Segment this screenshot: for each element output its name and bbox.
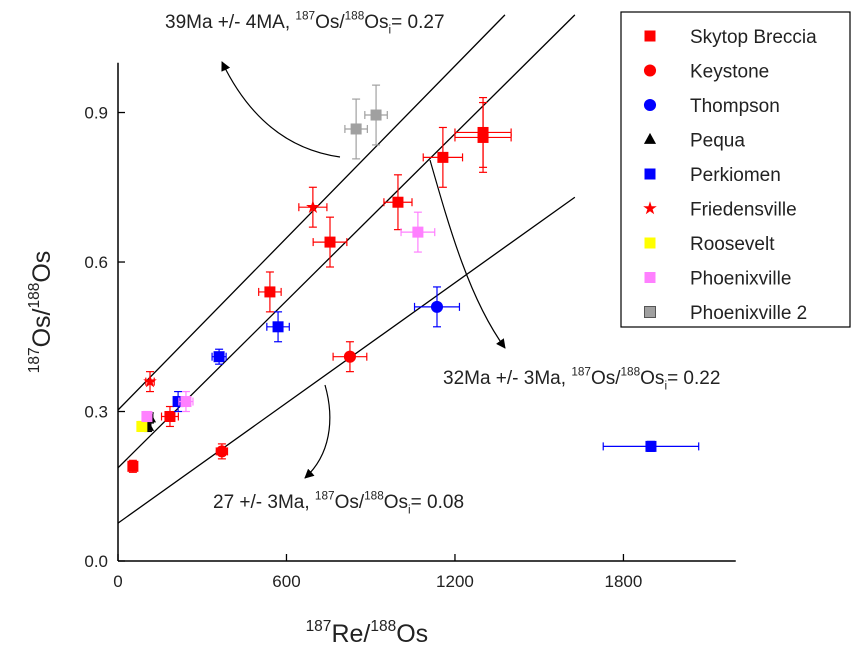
annotation-part: Os/ bbox=[335, 492, 365, 513]
y-axis-label: 187Os/188Os bbox=[26, 251, 56, 374]
annotation-part: 188 bbox=[345, 9, 365, 22]
legend-label: Perkiomen bbox=[690, 165, 781, 186]
annotation-part: 188 bbox=[621, 365, 641, 378]
x-axis-label-part: 188 bbox=[370, 618, 396, 635]
annotation: 39Ma +/- 4MA, 187Os/188Osi= 0.27 bbox=[165, 9, 445, 36]
annotation-part: 27 +/- 3Ma, bbox=[213, 492, 315, 513]
legend-marker bbox=[644, 306, 656, 318]
annotation-part: 187 bbox=[295, 9, 315, 22]
point bbox=[127, 460, 139, 472]
x-tick-label: 600 bbox=[272, 572, 300, 591]
legend-label: Pequa bbox=[690, 131, 745, 152]
legend-marker bbox=[643, 98, 657, 112]
y-tick-label: 0.3 bbox=[84, 403, 108, 422]
point bbox=[213, 351, 225, 363]
x-axis-label: 187Re/188Os bbox=[306, 618, 429, 648]
annotation-part: 187 bbox=[571, 365, 591, 378]
point bbox=[215, 445, 228, 458]
legend-label: Phoenixville 2 bbox=[690, 303, 807, 324]
point bbox=[136, 420, 148, 432]
legend-marker bbox=[644, 237, 656, 249]
point bbox=[172, 396, 184, 408]
isochron-line bbox=[117, 14, 506, 411]
y-axis-label-part: 188 bbox=[26, 283, 43, 309]
x-axis-label-part: Os bbox=[396, 620, 428, 648]
annotation-part: i bbox=[664, 380, 667, 393]
annotation-part: 188 bbox=[364, 489, 384, 502]
annotation-part: Os bbox=[640, 368, 664, 389]
legend-marker bbox=[644, 272, 656, 283]
point bbox=[350, 123, 362, 135]
point bbox=[343, 350, 356, 363]
point bbox=[180, 396, 192, 408]
point bbox=[306, 200, 320, 213]
point bbox=[324, 236, 336, 248]
point bbox=[437, 151, 449, 163]
point bbox=[141, 410, 153, 422]
annotation-part: 32Ma +/- 3Ma, bbox=[443, 368, 571, 389]
point bbox=[370, 109, 382, 121]
legend-label: Roosevelt bbox=[690, 234, 775, 255]
legend-marker bbox=[644, 168, 656, 180]
point bbox=[143, 374, 157, 388]
annotation-part: = 0.08 bbox=[411, 492, 464, 513]
arrow bbox=[429, 159, 506, 349]
legend-label: Thompson bbox=[690, 96, 780, 117]
annotation-part: i bbox=[389, 24, 392, 37]
x-axis-label-part: 187 bbox=[306, 618, 332, 635]
legend-marker bbox=[643, 132, 657, 144]
point bbox=[477, 131, 489, 143]
annotation-part: Os/ bbox=[591, 368, 621, 389]
legend-label: Friedensville bbox=[690, 200, 797, 221]
point bbox=[272, 321, 284, 333]
x-tick-label: 0 bbox=[113, 572, 122, 591]
x-axis-label-part: Re/ bbox=[331, 620, 370, 648]
legend-label: Skytop Breccia bbox=[690, 27, 817, 48]
arrow bbox=[221, 61, 341, 158]
point bbox=[430, 300, 444, 313]
y-tick-label: 0.0 bbox=[84, 552, 108, 571]
annotation-part: = 0.22 bbox=[667, 368, 720, 389]
legend-marker bbox=[643, 64, 657, 77]
annotation-part: Os bbox=[384, 492, 408, 513]
annotation-part: Os/ bbox=[315, 12, 345, 33]
y-axis-label-part: 187 bbox=[26, 347, 43, 373]
x-tick-label: 1200 bbox=[436, 572, 474, 591]
annotation-part: Os bbox=[364, 12, 388, 33]
legend-label: Keystone bbox=[690, 62, 769, 83]
legend-box bbox=[620, 11, 851, 328]
annotation-part: 39Ma +/- 4MA, bbox=[165, 12, 295, 33]
point bbox=[164, 410, 176, 422]
annotation: 27 +/- 3Ma, 187Os/188Osi= 0.08 bbox=[213, 489, 464, 516]
legend-label: Phoenixville bbox=[690, 269, 791, 290]
arrow bbox=[304, 384, 331, 479]
y-tick-label: 0.6 bbox=[84, 253, 108, 272]
x-tick-label: 1800 bbox=[605, 572, 643, 591]
point bbox=[645, 440, 657, 452]
annotation-part: 187 bbox=[315, 489, 335, 502]
point bbox=[264, 286, 276, 298]
point bbox=[412, 226, 424, 238]
y-axis-label-part: Os/ bbox=[28, 308, 56, 347]
legend-marker bbox=[643, 201, 657, 215]
annotation-part: i bbox=[408, 504, 411, 517]
y-axis-label-part: Os bbox=[28, 251, 56, 283]
annotation: 32Ma +/- 3Ma, 187Os/188Osi= 0.22 bbox=[443, 365, 720, 392]
legend-marker bbox=[644, 30, 656, 42]
y-tick-label: 0.9 bbox=[84, 104, 108, 123]
point bbox=[392, 196, 404, 208]
annotation-part: = 0.27 bbox=[391, 12, 444, 33]
